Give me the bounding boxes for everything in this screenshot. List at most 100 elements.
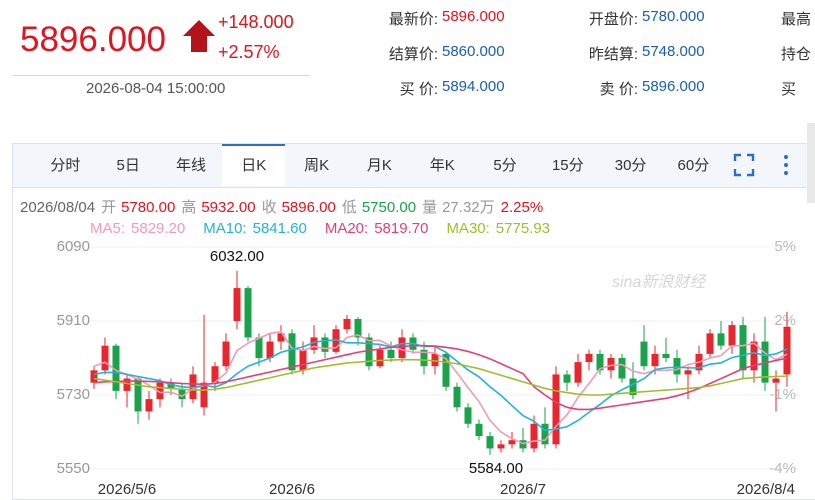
- field-value: 5894.000: [442, 78, 505, 95]
- y-tick-label: 6090: [57, 238, 90, 255]
- legend-name: MA30:: [446, 220, 489, 237]
- legend-name: MA5:: [90, 220, 125, 237]
- candle-body: [189, 374, 197, 400]
- field-value: 5896.000: [642, 78, 705, 95]
- candle-body: [343, 318, 351, 330]
- ma-line: [93, 358, 788, 396]
- field-label: 买 价:: [399, 81, 438, 98]
- y2-tick-label: -1%: [769, 386, 796, 403]
- candle-body: [442, 353, 450, 387]
- field-label: 最高: [781, 11, 812, 28]
- ma-line: [93, 344, 788, 411]
- min-annotation: 5584.00: [469, 460, 523, 477]
- tab[interactable]: 60分: [677, 157, 710, 174]
- candle-body: [574, 362, 582, 383]
- x-tick-label: 2026/5/6: [98, 481, 156, 498]
- candle-body: [233, 288, 241, 321]
- tab[interactable]: 5分: [493, 157, 517, 174]
- legend-value: 5841.60: [253, 220, 307, 237]
- candle-body: [464, 407, 472, 424]
- candle-body: [134, 378, 142, 412]
- candle-body: [244, 288, 252, 338]
- tab[interactable]: 30分: [614, 157, 647, 174]
- y-tick-label: 5730: [57, 386, 90, 403]
- tab-bar: [13, 144, 815, 188]
- candle-body: [706, 333, 714, 354]
- candle-body: [486, 436, 494, 449]
- candle-body: [475, 423, 483, 437]
- ma-line: [93, 330, 788, 445]
- candle-body: [651, 353, 659, 367]
- info-value: 5932.00: [201, 199, 255, 216]
- info-label: 高: [181, 199, 196, 216]
- tab[interactable]: 分时: [50, 157, 81, 174]
- info-label: 低: [342, 199, 357, 216]
- info-label: 收: [262, 199, 277, 216]
- candle-body: [541, 423, 549, 445]
- candle-body: [783, 326, 791, 375]
- y2-tick-label: 2%: [774, 312, 796, 329]
- candle-body: [90, 370, 98, 383]
- field-label: 持仓: [781, 46, 812, 63]
- info-value: 27.32万: [442, 199, 495, 216]
- legend-name: MA10:: [203, 220, 246, 237]
- legend-value: 5775.93: [496, 220, 550, 237]
- candle-body: [563, 374, 571, 383]
- legend-value: 5819.70: [374, 220, 428, 237]
- candle-body: [552, 374, 560, 445]
- tab[interactable]: 15分: [551, 157, 584, 174]
- tab[interactable]: 日K: [222, 144, 286, 186]
- x-tick-label: 2026/6: [269, 481, 315, 498]
- candle-body: [453, 386, 461, 408]
- change-percent: +2.57%: [218, 42, 280, 62]
- scrollbar: [807, 123, 815, 203]
- field-label: 买: [781, 81, 797, 98]
- tab[interactable]: 月K: [366, 157, 392, 174]
- tab[interactable]: 周K: [304, 157, 330, 174]
- y2-tick-label: 5%: [774, 238, 796, 255]
- max-annotation: 6032.00: [210, 248, 264, 265]
- watermark: sina新浪财经: [612, 273, 707, 291]
- candle-body: [200, 382, 208, 408]
- y-tick-label: 5550: [57, 460, 90, 477]
- field-label: 昨结算:: [588, 46, 638, 63]
- info-label: 量: [422, 199, 437, 216]
- candle-body: [618, 358, 626, 379]
- candle-body: [684, 370, 692, 375]
- candle-body: [211, 366, 219, 383]
- x-tick-label: 2026/7: [500, 481, 546, 498]
- tab[interactable]: 年K: [429, 157, 455, 174]
- candle-body: [750, 341, 758, 371]
- tool-icons[interactable]: [733, 153, 793, 179]
- tab[interactable]: 年线: [175, 157, 206, 174]
- candle-body: [607, 358, 615, 371]
- field-label: 开盘价:: [588, 11, 638, 28]
- info-value: 5780.00: [121, 199, 175, 216]
- quote-time: 2026-08-04 15:00:00: [86, 80, 226, 97]
- candle-body: [354, 318, 362, 338]
- field-label: 最新价:: [388, 11, 438, 28]
- candle-body: [376, 349, 384, 367]
- candle-body: [662, 353, 670, 358]
- last-price: 5896.000: [20, 20, 166, 59]
- change: +148.000: [218, 12, 294, 32]
- y-tick-label: 5910: [57, 312, 90, 329]
- candle-body: [266, 341, 274, 358]
- candle-body: [640, 341, 648, 367]
- candle-body: [585, 353, 593, 363]
- candle-body: [772, 378, 780, 383]
- legend-name: MA20:: [325, 220, 368, 237]
- candle-body: [112, 345, 120, 391]
- candle-body: [288, 333, 296, 371]
- candle-body: [761, 341, 769, 383]
- candle-body: [101, 345, 109, 371]
- y2-tick-label: -4%: [769, 460, 796, 477]
- tab[interactable]: 5日: [116, 157, 140, 174]
- info-value: 5750.00: [362, 199, 416, 216]
- candle-body: [497, 444, 505, 449]
- candle-body: [145, 399, 153, 412]
- candle-body: [596, 353, 604, 371]
- info-label: 开: [101, 199, 116, 216]
